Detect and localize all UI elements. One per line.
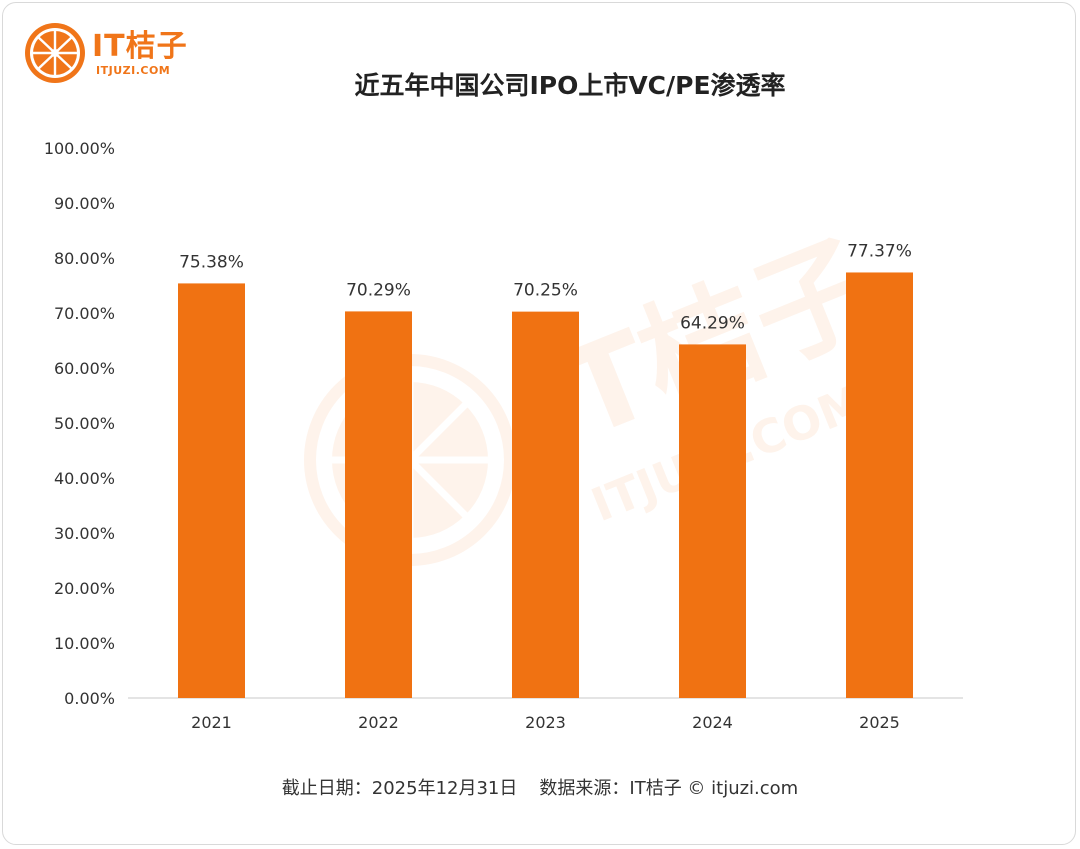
bar-2022 xyxy=(345,311,412,698)
x-tick-label: 2025 xyxy=(859,713,900,732)
y-tick-label: 0.00% xyxy=(64,689,115,708)
logo-url: ITJUZI.COM xyxy=(96,63,171,77)
bar-2025 xyxy=(846,272,913,698)
chart-title: 近五年中国公司IPO上市VC/PE渗透率 xyxy=(354,71,786,100)
footer: 截止日期：2025年12月31日 数据来源：IT桔子 © itjuzi.com xyxy=(0,774,1080,800)
y-tick-label: 80.00% xyxy=(54,249,115,268)
y-tick-label: 60.00% xyxy=(54,359,115,378)
value-label-2024: 64.29% xyxy=(680,313,745,333)
y-tick-label: 90.00% xyxy=(54,194,115,213)
value-label-2023: 70.25% xyxy=(513,281,578,301)
x-tick-label: 2024 xyxy=(692,713,733,732)
value-label-2021: 75.38% xyxy=(179,252,244,272)
bar-2023 xyxy=(512,311,579,698)
logo-name: IT桔子 xyxy=(92,28,188,64)
bars xyxy=(178,272,913,698)
footer-source: 数据来源：IT桔子 © itjuzi.com xyxy=(539,778,799,799)
bar-2024 xyxy=(679,344,746,698)
y-tick-label: 40.00% xyxy=(54,469,115,488)
x-tick-label: 2022 xyxy=(358,713,399,732)
y-tick-label: 50.00% xyxy=(54,414,115,433)
y-tick-label: 20.00% xyxy=(54,579,115,598)
footer-cutoff-date: 截止日期：2025年12月31日 xyxy=(281,778,518,799)
bar-2021 xyxy=(178,283,245,698)
y-tick-label: 70.00% xyxy=(54,304,115,323)
value-label-2022: 70.29% xyxy=(346,280,411,300)
orange-slice-icon xyxy=(25,23,85,83)
logo: IT桔子 ITJUZI.COM xyxy=(24,22,188,84)
x-axis-ticks: 2021 2022 2023 2024 2025 xyxy=(191,713,900,732)
value-labels: 75.38% 70.29% 70.25% 64.29% 77.37% xyxy=(179,241,912,333)
x-tick-label: 2021 xyxy=(191,713,232,732)
y-axis-ticks: 0.00% 10.00% 20.00% 30.00% 40.00% 50.00% 60.00… xyxy=(44,139,115,708)
value-label-2025: 77.37% xyxy=(847,241,912,261)
x-tick-label: 2023 xyxy=(525,713,566,732)
y-tick-label: 100.00% xyxy=(44,139,115,158)
y-tick-label: 10.00% xyxy=(54,634,115,653)
y-tick-label: 30.00% xyxy=(54,524,115,543)
